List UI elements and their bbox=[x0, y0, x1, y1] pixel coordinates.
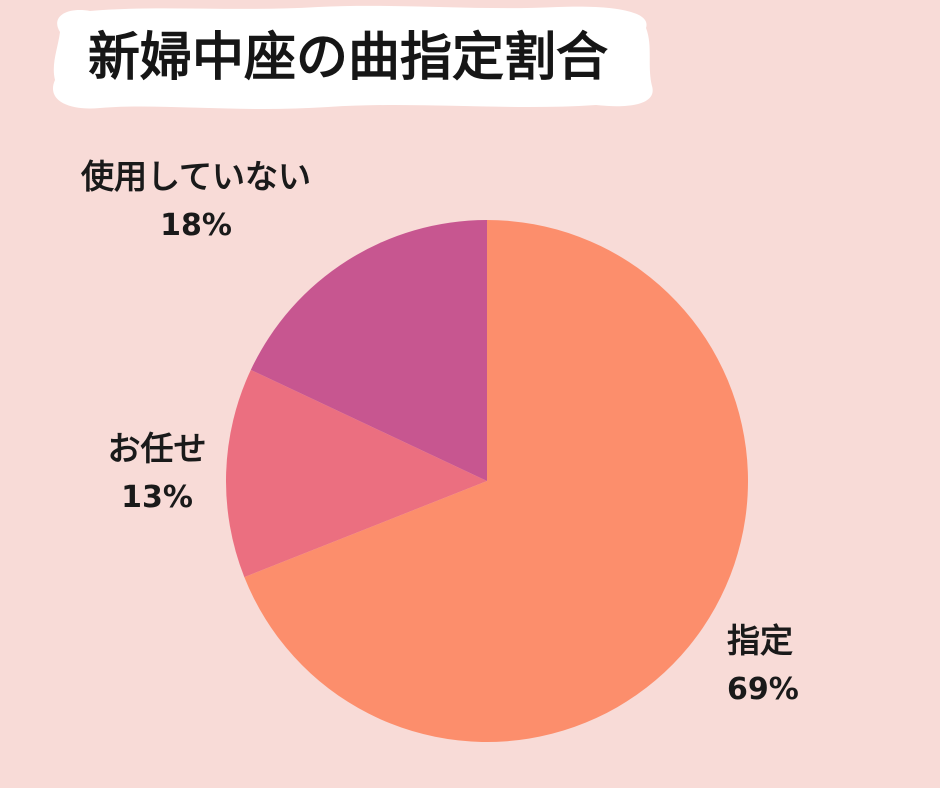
slice-percent-not-used: 18% bbox=[160, 208, 232, 243]
slice-label-shitei: 指定 69% bbox=[727, 622, 927, 707]
slice-name-omakase: お任せ bbox=[107, 429, 207, 468]
pie-chart bbox=[226, 220, 748, 742]
slice-name-not-used: 使用していない bbox=[80, 157, 311, 196]
pie-slice-1 bbox=[226, 369, 487, 578]
title-banner: 新婦中座の曲指定割合 bbox=[38, 2, 668, 114]
pie-slice-0 bbox=[244, 220, 748, 742]
chart-title: 新婦中座の曲指定割合 bbox=[88, 28, 609, 88]
pie-chart-svg bbox=[226, 220, 748, 742]
brush-stroke-background bbox=[52, 5, 653, 109]
slice-name-shitei: 指定 bbox=[727, 621, 793, 660]
slice-percent-omakase: 13% bbox=[121, 480, 193, 515]
slice-label-not-used: 使用していない 18% bbox=[46, 158, 346, 243]
pie-slice-2 bbox=[250, 220, 487, 481]
slice-percent-shitei: 69% bbox=[727, 672, 799, 707]
slice-label-omakase: お任せ 13% bbox=[47, 430, 267, 515]
